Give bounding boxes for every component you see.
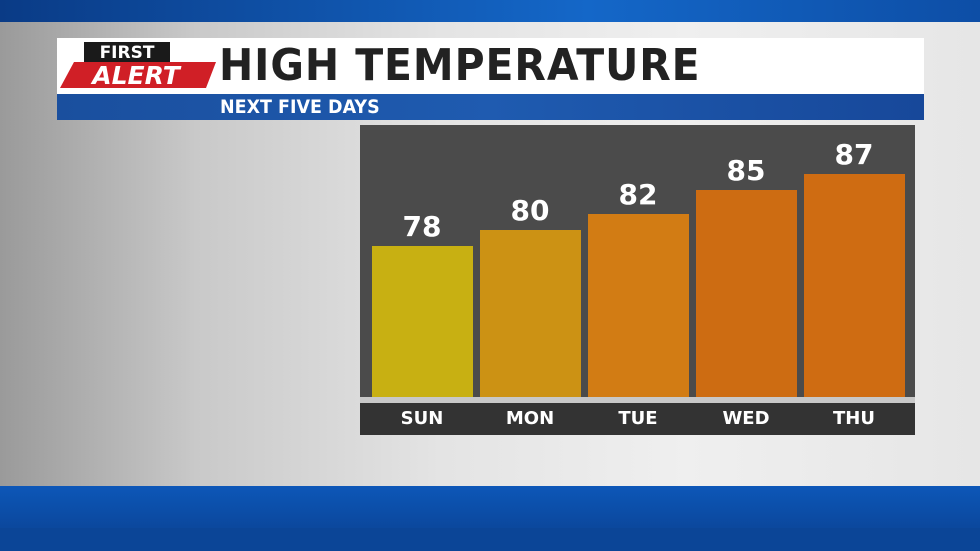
bar-sun xyxy=(372,245,473,397)
subtitle: NEXT FIVE DAYS xyxy=(220,96,380,118)
bar-mon xyxy=(480,229,581,397)
bar-thu xyxy=(804,173,905,397)
data-label: 87 xyxy=(834,137,874,171)
page-title: HIGH TEMPERATURE xyxy=(219,40,701,91)
day-label: THU xyxy=(833,408,875,429)
data-label: 80 xyxy=(510,193,550,227)
chart-baseline xyxy=(360,397,915,403)
day-label: TUE xyxy=(618,408,658,429)
data-label: 78 xyxy=(402,209,442,243)
first-alert-logo: FIRST ALERT xyxy=(60,42,216,90)
bar-tue xyxy=(588,213,689,397)
data-label: 82 xyxy=(618,177,658,211)
data-label: 85 xyxy=(726,153,766,187)
bar-wed xyxy=(696,189,797,397)
day-label: SUN xyxy=(400,408,444,429)
day-label-strip xyxy=(360,403,915,435)
subtitle-bar xyxy=(57,94,924,120)
day-label: MON xyxy=(505,408,555,429)
top-banner xyxy=(0,0,980,22)
day-label: WED xyxy=(722,408,770,429)
logo-alert: ALERT xyxy=(90,61,181,90)
logo-first: FIRST xyxy=(100,43,155,63)
bottom-banner-lower xyxy=(0,528,980,551)
